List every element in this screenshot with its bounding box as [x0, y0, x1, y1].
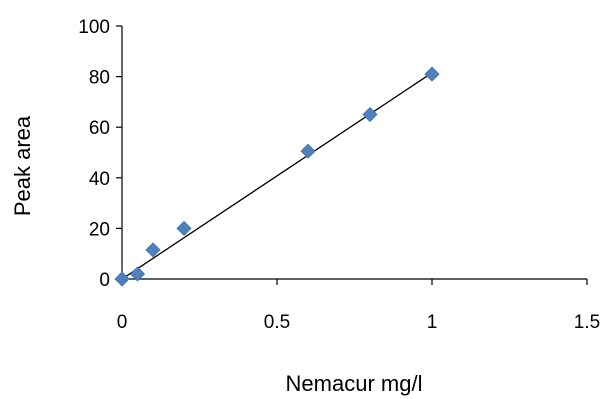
data-point: [145, 242, 161, 258]
y-axis-title: Peak area: [10, 115, 35, 216]
y-tick-label: 100: [78, 17, 110, 38]
y-ticks: 0 20 40 60 80 100: [78, 17, 122, 291]
trendline: [121, 72, 433, 280]
y-tick-label: 40: [89, 169, 110, 190]
data-point: [129, 266, 146, 282]
data-point: [300, 143, 316, 159]
x-tick-label: 0: [117, 312, 128, 333]
x-tick-label: 1.5: [574, 312, 600, 333]
trendline-group: [121, 72, 433, 280]
data-points: [114, 66, 440, 287]
data-point: [114, 271, 130, 287]
y-tick-label: 0: [99, 270, 110, 291]
x-ticks: 0 0.5 1 1.5: [117, 279, 600, 333]
x-tick-label: 1: [427, 312, 438, 333]
y-tick-label: 80: [89, 68, 110, 89]
x-tick-label: 0.5: [264, 312, 290, 333]
data-point: [424, 66, 440, 82]
y-tick-label: 60: [89, 118, 110, 139]
data-point: [176, 220, 192, 236]
x-axis-title: Nemacur mg/l: [286, 371, 423, 396]
axes: [121, 26, 587, 280]
y-tick-label: 20: [89, 219, 110, 240]
data-point: [362, 106, 378, 123]
